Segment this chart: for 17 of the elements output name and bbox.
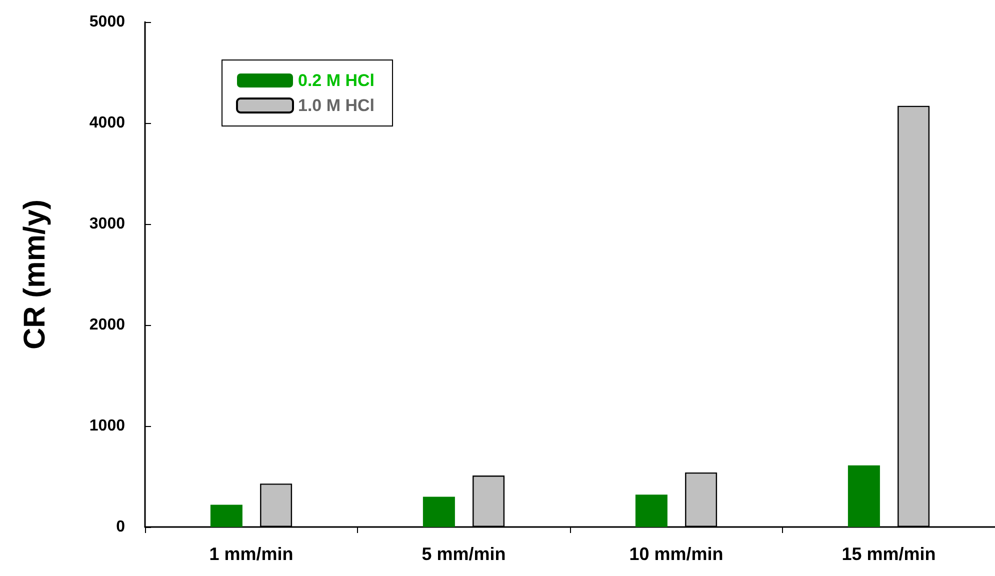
y-axis-title: CR (mm/y) <box>18 199 52 350</box>
y-tick-label: 2000 <box>89 316 126 334</box>
y-tick-label: 3000 <box>89 216 126 232</box>
legend-label: 0.2 M HCl <box>298 71 375 90</box>
x-tick-label: 15 mm/min <box>842 544 936 564</box>
x-tick-label: 5 mm/min <box>422 544 506 564</box>
y-tick-label: 4000 <box>89 114 126 132</box>
x-tick-label: 1 mm/min <box>209 544 294 564</box>
bar <box>635 494 668 527</box>
y-tick-label: 0 <box>116 518 126 536</box>
bar <box>210 504 242 527</box>
y-tick-label: 5000 <box>89 14 126 30</box>
y-tick-label: 1000 <box>89 418 126 434</box>
bar <box>422 496 455 527</box>
legend-label: 1.0 M HCl <box>298 96 375 115</box>
x-tick-label: 10 mm/min <box>629 544 724 564</box>
bar <box>848 465 880 527</box>
